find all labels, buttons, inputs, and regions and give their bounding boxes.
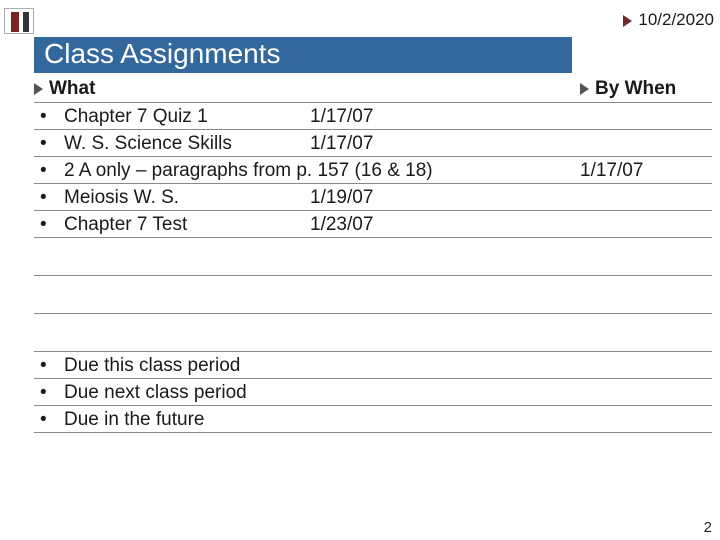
column-when: By When 1/17/07 [580,78,712,433]
bullet-icon [40,157,64,184]
row-text: W. S. Science Skills1/17/07 [64,130,373,157]
column-header-when-label: By When [595,78,676,100]
row-text: Chapter 7 Test1/23/07 [64,211,373,238]
table-row [580,184,712,211]
column-what: What Chapter 7 Quiz 11/17/07W. S. Scienc… [34,78,580,433]
table-row: Chapter 7 Quiz 11/17/07 [34,103,580,130]
table-row: 2 A only – paragraphs from p. 157 (16 & … [34,157,580,184]
legend-text: Due next class period [64,379,247,406]
content-area: What Chapter 7 Quiz 11/17/07W. S. Scienc… [34,78,712,433]
row-text: 2 A only – paragraphs from p. 157 (16 & … [64,157,433,184]
table-row [580,379,712,406]
table-row: 1/17/07 [580,157,712,184]
table-row [580,276,712,314]
arrow-right-icon [34,83,43,95]
arrow-right-icon [623,15,632,27]
table-row [580,238,712,276]
table-row [34,276,580,314]
table-row: Chapter 7 Test1/23/07 [34,211,580,238]
arrow-right-icon [580,83,589,95]
bullet-icon [40,352,64,379]
slide-title: Class Assignments [34,37,572,73]
column-header-what-label: What [49,78,95,100]
column-header-what: What [34,78,580,103]
bullet-icon [40,406,64,433]
column-header-when: By When [580,78,712,103]
row-text: Meiosis W. S.1/19/07 [64,184,373,211]
row-text: Chapter 7 Quiz 11/17/07 [64,103,373,130]
legend-row: Due this class period [34,352,580,379]
bullet-icon [40,103,64,130]
page-number: 2 [704,519,712,536]
bullet-icon [40,379,64,406]
table-row [580,314,712,352]
logo-icon [4,8,34,34]
table-row: W. S. Science Skills1/17/07 [34,130,580,157]
bullet-icon [40,211,64,238]
legend-text: Due this class period [64,352,240,379]
legend-row: Due in the future [34,406,580,433]
legend-row: Due next class period [34,379,580,406]
bullet-icon [40,184,64,211]
date-text: 10/2/2020 [638,10,714,29]
table-row [580,130,712,157]
table-row [580,103,712,130]
legend-text: Due in the future [64,406,204,433]
table-row [580,211,712,238]
table-row [580,352,712,379]
table-row: Meiosis W. S.1/19/07 [34,184,580,211]
slide-date: 10/2/2020 [623,10,714,30]
table-row [34,238,580,276]
table-row [580,406,712,433]
slide: 10/2/2020 Class Assignments What Chapter… [0,0,720,540]
table-row [34,314,580,352]
bullet-icon [40,130,64,157]
